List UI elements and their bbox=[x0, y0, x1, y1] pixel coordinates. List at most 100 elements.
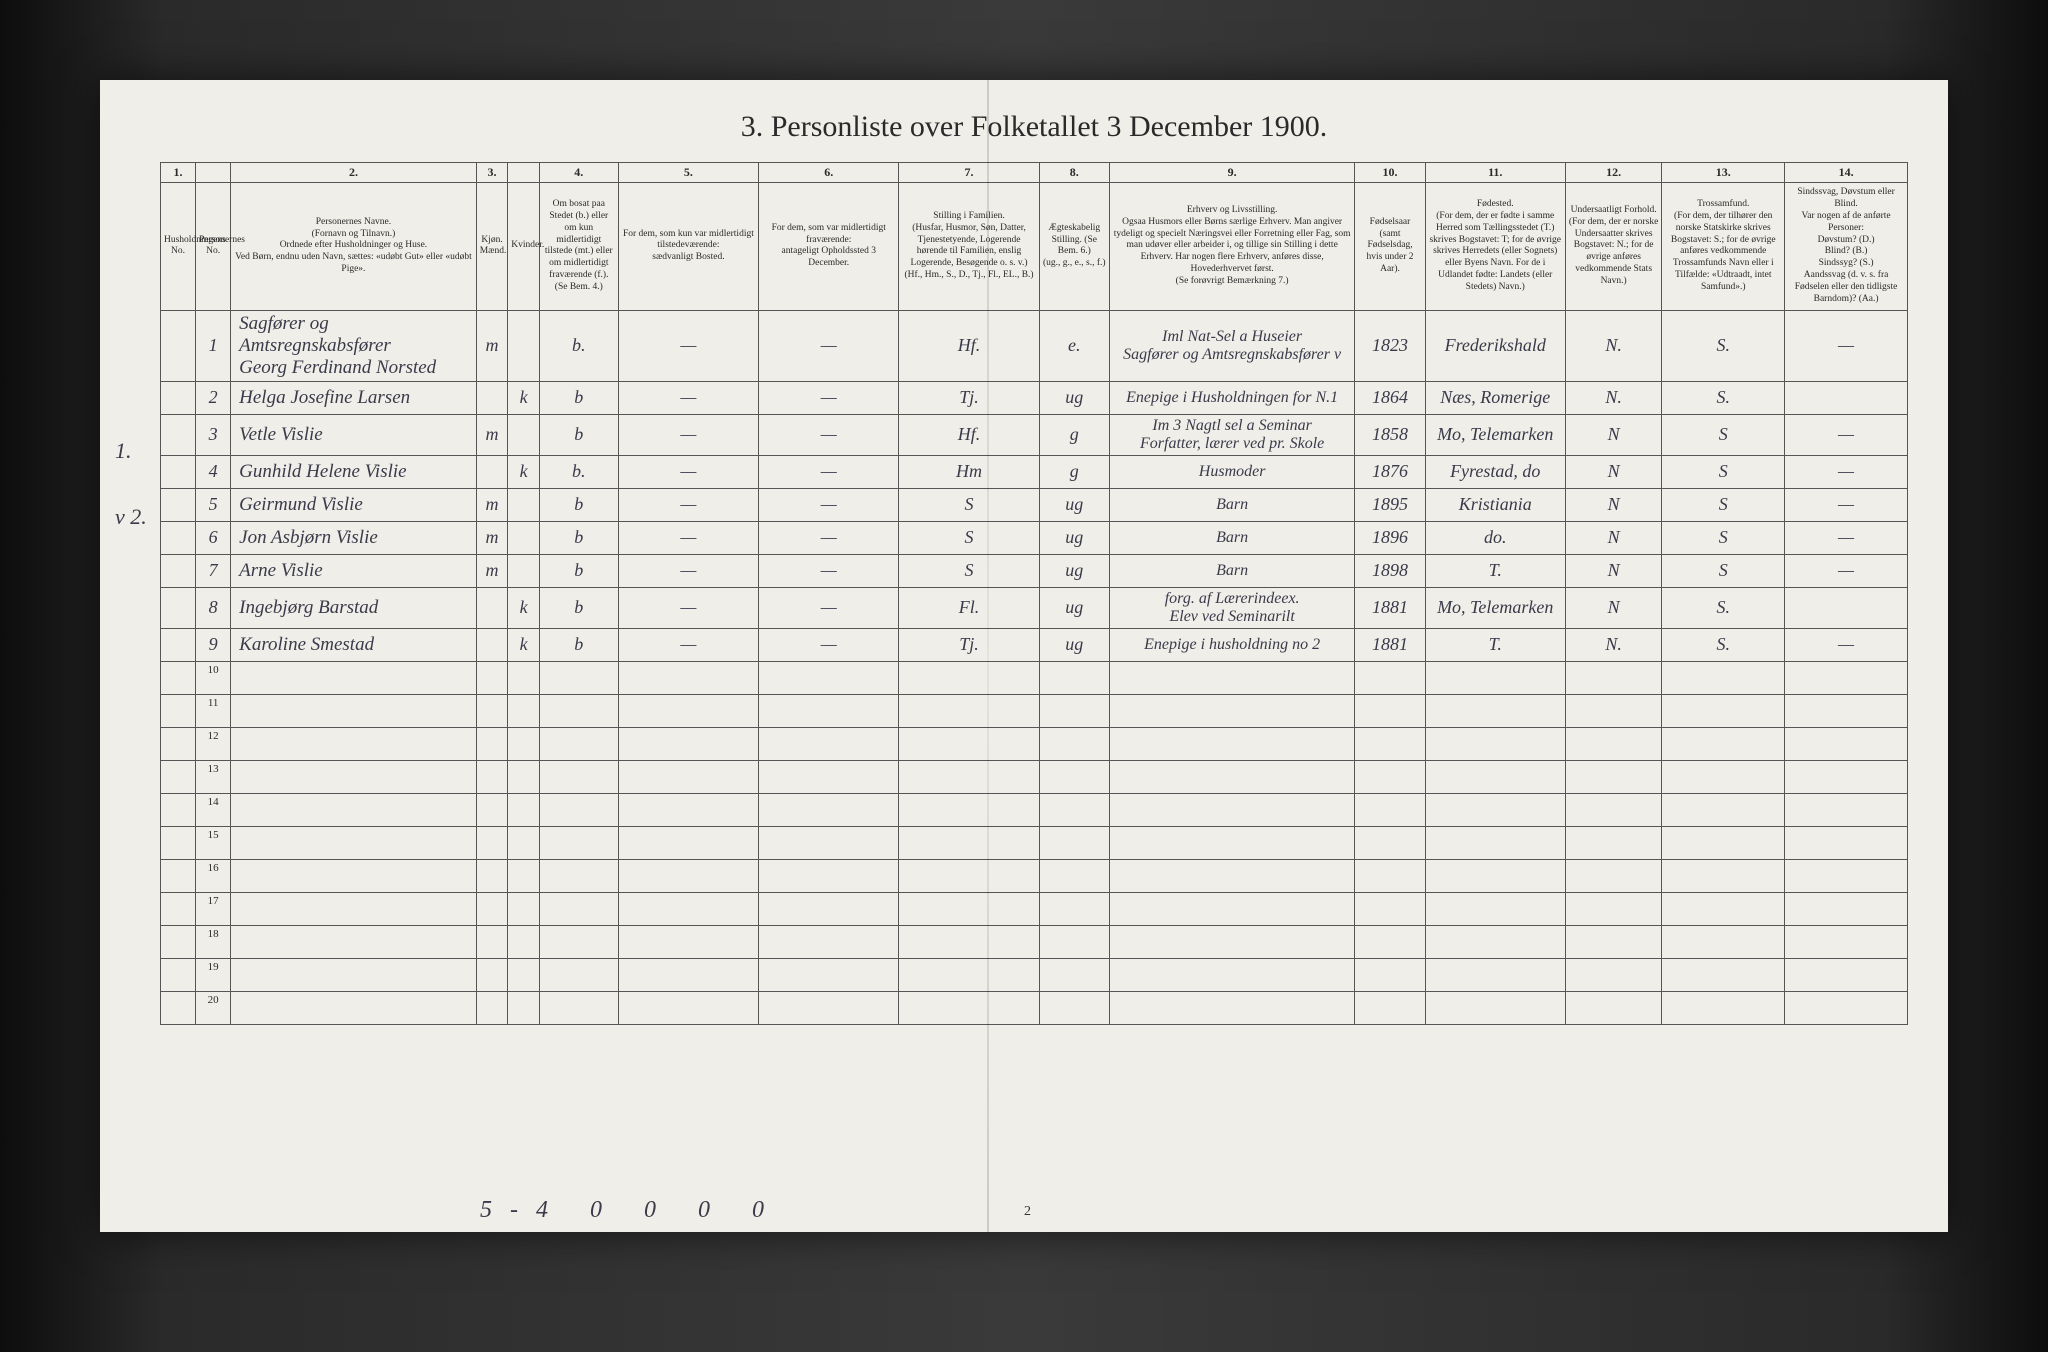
cell bbox=[1355, 892, 1425, 925]
cell bbox=[161, 455, 196, 488]
cell bbox=[1109, 793, 1355, 826]
cell: S bbox=[899, 554, 1039, 587]
col-header: Personernes No. bbox=[196, 183, 231, 311]
cell bbox=[231, 826, 477, 859]
cell bbox=[161, 381, 196, 414]
cell: 1898 bbox=[1355, 554, 1425, 587]
col-num: 7. bbox=[899, 163, 1039, 183]
cell: m bbox=[476, 554, 508, 587]
cell: 1896 bbox=[1355, 521, 1425, 554]
cell bbox=[618, 892, 758, 925]
cell bbox=[1355, 694, 1425, 727]
cell: 3 bbox=[196, 414, 231, 455]
cell bbox=[1039, 760, 1109, 793]
cell: Tj. bbox=[899, 381, 1039, 414]
cell bbox=[476, 694, 508, 727]
cell: Enepige i Husholdningen for N.1 bbox=[1109, 381, 1355, 414]
cell: Frederikshald bbox=[1425, 310, 1565, 381]
cell bbox=[1565, 958, 1661, 991]
cell: S. bbox=[1662, 628, 1785, 661]
cell: — bbox=[618, 628, 758, 661]
cell: ug bbox=[1039, 587, 1109, 628]
cell bbox=[1355, 793, 1425, 826]
cell bbox=[1785, 892, 1908, 925]
cell: Jon Asbjørn Vislie bbox=[231, 521, 477, 554]
cell: m bbox=[476, 414, 508, 455]
cell bbox=[899, 793, 1039, 826]
cell bbox=[899, 925, 1039, 958]
cell bbox=[161, 991, 196, 1024]
cell bbox=[899, 958, 1039, 991]
cell: b. bbox=[539, 310, 618, 381]
cell bbox=[476, 991, 508, 1024]
cell: Ingebjørg Barstad bbox=[231, 587, 477, 628]
cell bbox=[476, 661, 508, 694]
cell bbox=[508, 892, 540, 925]
cell: b bbox=[539, 521, 618, 554]
cell bbox=[161, 661, 196, 694]
cell: 1876 bbox=[1355, 455, 1425, 488]
cell: — bbox=[759, 381, 899, 414]
cell: 1858 bbox=[1355, 414, 1425, 455]
cell bbox=[1565, 727, 1661, 760]
cell: ug bbox=[1039, 488, 1109, 521]
cell: 5 bbox=[196, 488, 231, 521]
cell: Tj. bbox=[899, 628, 1039, 661]
table-row: 17 bbox=[161, 892, 1908, 925]
cell bbox=[899, 661, 1039, 694]
cell: N. bbox=[1565, 628, 1661, 661]
cell bbox=[1565, 661, 1661, 694]
col-header: Stilling i Familien.(Husfar, Husmor, Søn… bbox=[899, 183, 1039, 311]
cell: ug bbox=[1039, 554, 1109, 587]
cell bbox=[759, 661, 899, 694]
cell: — bbox=[618, 455, 758, 488]
cell: b bbox=[539, 554, 618, 587]
cell: N bbox=[1565, 414, 1661, 455]
col-num: 1. bbox=[161, 163, 196, 183]
cell bbox=[759, 694, 899, 727]
cell bbox=[1355, 760, 1425, 793]
cell bbox=[618, 991, 758, 1024]
cell bbox=[161, 760, 196, 793]
cell bbox=[759, 991, 899, 1024]
cell: e. bbox=[1039, 310, 1109, 381]
cell: — bbox=[618, 587, 758, 628]
cell: 15 bbox=[196, 826, 231, 859]
cell bbox=[161, 826, 196, 859]
cell bbox=[476, 892, 508, 925]
cell: 12 bbox=[196, 727, 231, 760]
col-header: Trossamfund.(For dem, der tilhører den n… bbox=[1662, 183, 1785, 311]
table-row: 9Karoline Smestadkb——Tj.ugEnepige i hush… bbox=[161, 628, 1908, 661]
cell: — bbox=[759, 554, 899, 587]
cell: N. bbox=[1565, 310, 1661, 381]
page-number: 2 bbox=[1024, 1204, 1031, 1220]
table-row: 20 bbox=[161, 991, 1908, 1024]
cell bbox=[1355, 727, 1425, 760]
cell: S bbox=[899, 488, 1039, 521]
cell bbox=[231, 991, 477, 1024]
table-row: 8Ingebjørg Barstadkb——Fl.ugforg. af Lære… bbox=[161, 587, 1908, 628]
cell bbox=[1565, 892, 1661, 925]
col-header: Fødselsaar(samt Fødselsdag, hvis under 2… bbox=[1355, 183, 1425, 311]
cell bbox=[1425, 859, 1565, 892]
cell bbox=[1425, 925, 1565, 958]
cell: k bbox=[508, 628, 540, 661]
cell bbox=[759, 826, 899, 859]
cell bbox=[899, 760, 1039, 793]
cell: 13 bbox=[196, 760, 231, 793]
cell: 2 bbox=[196, 381, 231, 414]
cell: 16 bbox=[196, 859, 231, 892]
col-num: 4. bbox=[539, 163, 618, 183]
cell bbox=[618, 859, 758, 892]
table-row: 12 bbox=[161, 727, 1908, 760]
cell: do. bbox=[1425, 521, 1565, 554]
cell bbox=[1785, 925, 1908, 958]
cell bbox=[1109, 925, 1355, 958]
margin-annotation: 1. bbox=[115, 438, 132, 464]
col-num: 6. bbox=[759, 163, 899, 183]
cell: S. bbox=[1662, 587, 1785, 628]
cell: S bbox=[899, 521, 1039, 554]
col-header: Ægteskabelig Stilling. (Se Bem. 6.)(ug.,… bbox=[1039, 183, 1109, 311]
cell bbox=[539, 760, 618, 793]
cell bbox=[1039, 991, 1109, 1024]
